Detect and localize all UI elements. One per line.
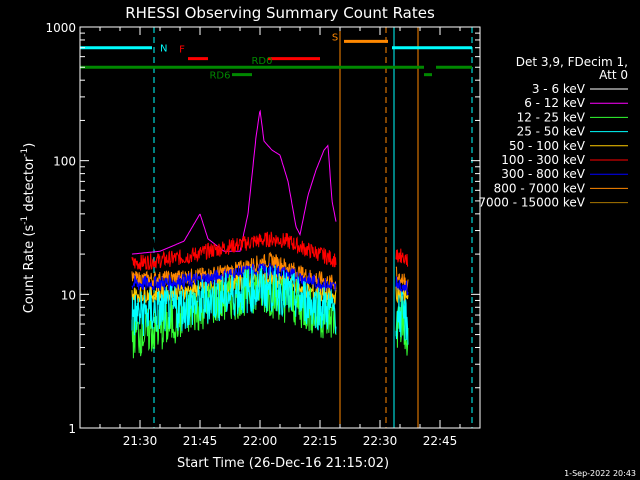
legend-label-4: 50 - 100 keV bbox=[509, 139, 586, 153]
plot-area: N F S RD0 RD6 bbox=[79, 27, 473, 428]
y-tick-label-3: 1000 bbox=[45, 21, 76, 35]
legend-header-2: Att 0 bbox=[599, 68, 628, 82]
legend-label-2: 12 - 25 keV bbox=[517, 110, 586, 124]
legend-label-0: 3 - 6 keV bbox=[532, 82, 586, 96]
flag-label-5: RD6 bbox=[209, 71, 230, 82]
chart-title: RHESSI Observing Summary Count Rates bbox=[125, 4, 435, 22]
y-axis-label: Count Rate (s-1 detector-1) bbox=[20, 143, 37, 314]
legend-label-5: 100 - 300 keV bbox=[501, 153, 585, 167]
series-late-line-3 bbox=[395, 276, 409, 297]
series-line-2 bbox=[131, 231, 337, 271]
y-label-end: ) bbox=[22, 143, 37, 148]
footer-date: 1-Sep-2022 20:43 bbox=[564, 469, 636, 478]
legend-label-7: 800 - 7000 keV bbox=[494, 181, 586, 195]
series-late-line-1 bbox=[395, 248, 409, 268]
legend-header-1: Det 3,9, FDecim 1, bbox=[516, 55, 628, 69]
series-line-4 bbox=[131, 262, 337, 294]
x-tick-label-2: 22:00 bbox=[243, 434, 278, 448]
y-tick-label-1: 10 bbox=[61, 288, 76, 302]
legend-label-1: 6 - 12 keV bbox=[524, 96, 586, 110]
series-line-7 bbox=[131, 265, 337, 337]
series-late-line-6 bbox=[395, 291, 409, 345]
x-tick-label-4: 22:30 bbox=[363, 434, 398, 448]
flag-label-0: N bbox=[160, 44, 167, 55]
legend-label-3: 25 - 50 keV bbox=[517, 125, 586, 139]
y-tick-label-0: 1 bbox=[68, 422, 76, 436]
y-tick-label-2: 100 bbox=[53, 155, 76, 169]
x-tick-label-0: 21:30 bbox=[123, 434, 158, 448]
x-tick-label-3: 22:15 bbox=[303, 434, 338, 448]
legend-label-8: 7000 - 15000 keV bbox=[478, 196, 585, 210]
x-axis-label: Start Time (26-Dec-16 21:15:02) bbox=[177, 456, 389, 471]
flag-label-1: F bbox=[179, 45, 185, 56]
y-label-main: Count Rate (s bbox=[22, 225, 37, 314]
y-label-mid: detector bbox=[22, 156, 37, 216]
series-late-line-5 bbox=[395, 301, 409, 356]
flag-label-3: S bbox=[332, 32, 338, 43]
y-label-sup1: -1 bbox=[20, 216, 30, 225]
legend-label-6: 300 - 800 keV bbox=[501, 167, 585, 181]
series-late-line-4 bbox=[395, 286, 409, 304]
y-label-sup2: -1 bbox=[20, 148, 30, 157]
axes: 21:30 21:45 22:00 22:15 22:30 22:45 1 10 100 1000 bbox=[45, 21, 481, 448]
x-tick-label-1: 21:45 bbox=[183, 434, 218, 448]
series-late-line-0 bbox=[395, 232, 409, 257]
flag-label-4: RD0 bbox=[251, 56, 272, 67]
x-tick-label-5: 22:45 bbox=[423, 434, 458, 448]
